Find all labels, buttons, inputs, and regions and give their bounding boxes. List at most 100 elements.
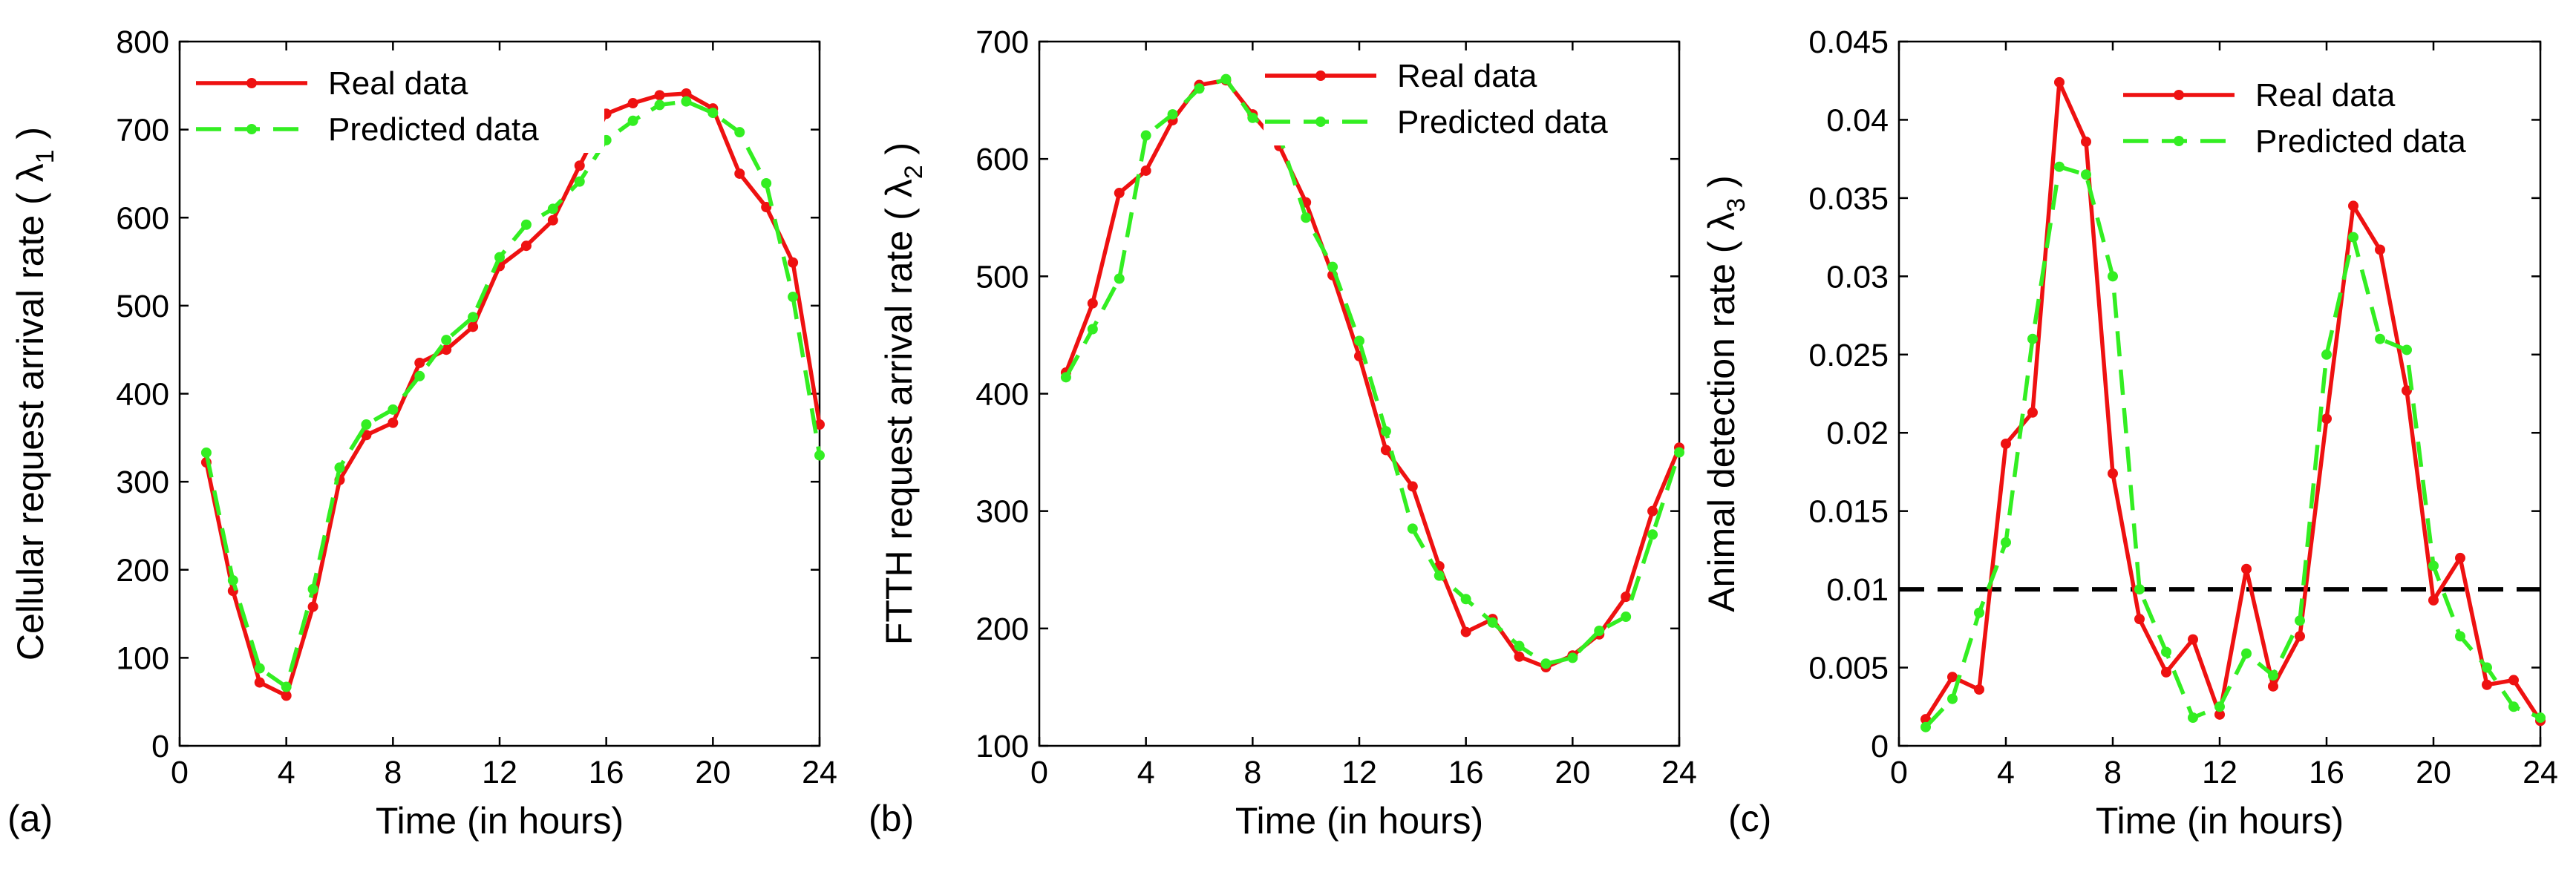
x-tick-label: 20 <box>2416 755 2451 790</box>
series-real-data <box>1920 76 2546 727</box>
y-tick-label: 0 <box>151 729 169 764</box>
data-point <box>200 447 212 458</box>
data-point <box>441 344 452 355</box>
x-tick-label: 24 <box>1661 755 1697 790</box>
data-point <box>1674 447 1684 458</box>
x-tick-label: 16 <box>1448 755 1484 790</box>
data-point <box>1354 335 1364 347</box>
data-point <box>1140 165 1151 176</box>
data-point <box>1114 188 1125 199</box>
plot-area-frame <box>1038 40 1681 747</box>
y-tick-label: 300 <box>975 494 1029 530</box>
y-tick-label: 300 <box>116 465 169 500</box>
x-tick-label: 8 <box>384 755 402 790</box>
y-tick-label: 100 <box>975 729 1029 764</box>
data-point <box>2161 646 2171 658</box>
y-tick-label: 400 <box>975 377 1029 413</box>
data-point <box>2241 648 2252 659</box>
y-tick-label: 0.035 <box>1808 181 1889 217</box>
y-axis-label: Animal detection rate ( λ3 ) <box>1701 175 1750 612</box>
legend-label: Predicted data <box>1397 104 1608 140</box>
data-point <box>574 176 585 187</box>
data-point <box>2428 594 2439 606</box>
x-tick-label: 12 <box>1341 755 1377 790</box>
data-point <box>2188 712 2198 724</box>
data-point <box>1220 73 1232 85</box>
data-point <box>414 370 425 381</box>
data-point <box>2134 614 2145 625</box>
y-tick-label: 100 <box>116 640 169 676</box>
x-axis-label: Time (in hours) <box>1235 800 1483 842</box>
data-point <box>1087 324 1098 335</box>
x-tick-label: 8 <box>1243 755 1261 790</box>
data-point <box>1487 617 1498 628</box>
data-point <box>1621 591 1632 603</box>
data-point <box>1087 298 1098 309</box>
data-point <box>1247 112 1258 123</box>
y-tick-label: 200 <box>975 612 1029 647</box>
data-point <box>1621 612 1632 623</box>
data-point <box>2508 701 2519 712</box>
y-axis-label: Cellular request arrival rate ( λ1 ) <box>10 127 59 660</box>
data-point <box>2428 560 2439 571</box>
x-tick-label: 0 <box>171 755 189 790</box>
data-point <box>2001 438 2011 449</box>
data-point <box>2295 631 2305 642</box>
legend-label: Predicted data <box>328 111 539 148</box>
data-point <box>254 663 265 674</box>
chart-panel-1: 0 4 8 12 16 20 24 0 100 200 300 400 500 600 700 800 Real… <box>7 24 837 842</box>
data-point <box>520 240 532 252</box>
data-point <box>494 252 505 263</box>
data-point <box>227 574 238 586</box>
data-point <box>468 321 479 332</box>
series-line <box>1064 76 1681 666</box>
legend: Real data Predicted data <box>1264 50 1669 145</box>
data-point <box>734 127 745 138</box>
x-tick-label: 16 <box>2309 755 2344 790</box>
data-point <box>414 357 425 368</box>
data-point <box>2535 712 2546 724</box>
x-tick-label: 20 <box>695 755 730 790</box>
data-point <box>1380 426 1391 437</box>
x-tick-label: 12 <box>2202 755 2237 790</box>
data-point <box>2482 662 2492 673</box>
data-point <box>2295 615 2305 626</box>
data-point <box>468 312 479 323</box>
data-point <box>307 583 318 594</box>
data-point <box>814 419 825 430</box>
x-tick-label: 4 <box>1137 755 1155 790</box>
legend-swatch-marker <box>2174 136 2184 146</box>
data-point <box>547 203 558 214</box>
data-point <box>1594 625 1605 636</box>
x-tick-label: 4 <box>278 755 295 790</box>
data-point <box>627 115 638 126</box>
data-point <box>2348 232 2358 243</box>
y-tick-label: 200 <box>116 553 169 589</box>
chart-panel-2: 0 4 8 12 16 20 24 100 200 300 400 500 600 700 Real dat… <box>869 24 1697 842</box>
data-point <box>2482 679 2492 690</box>
data-point <box>1380 445 1391 456</box>
x-tick-label: 0 <box>1890 755 1908 790</box>
data-point <box>681 96 692 107</box>
data-point <box>281 690 292 701</box>
data-point <box>654 99 665 111</box>
legend-swatch-marker <box>246 124 257 134</box>
legend-label: Real data <box>328 65 468 102</box>
series-line <box>204 91 822 698</box>
data-point <box>547 214 558 226</box>
panel-label: (a) <box>7 798 53 839</box>
y-axis-label: FTTH request arrival rate ( λ2 ) <box>878 142 928 645</box>
series-real-data <box>200 88 825 701</box>
data-point <box>2161 666 2171 678</box>
series-predicted-data <box>200 96 825 692</box>
data-point <box>788 292 799 303</box>
data-point <box>334 462 345 473</box>
data-point <box>1460 626 1471 637</box>
data-point <box>2054 76 2065 88</box>
data-point <box>388 404 399 415</box>
data-point <box>2508 675 2519 686</box>
data-point <box>1540 658 1552 669</box>
data-point <box>2375 244 2385 255</box>
data-point <box>788 257 799 268</box>
